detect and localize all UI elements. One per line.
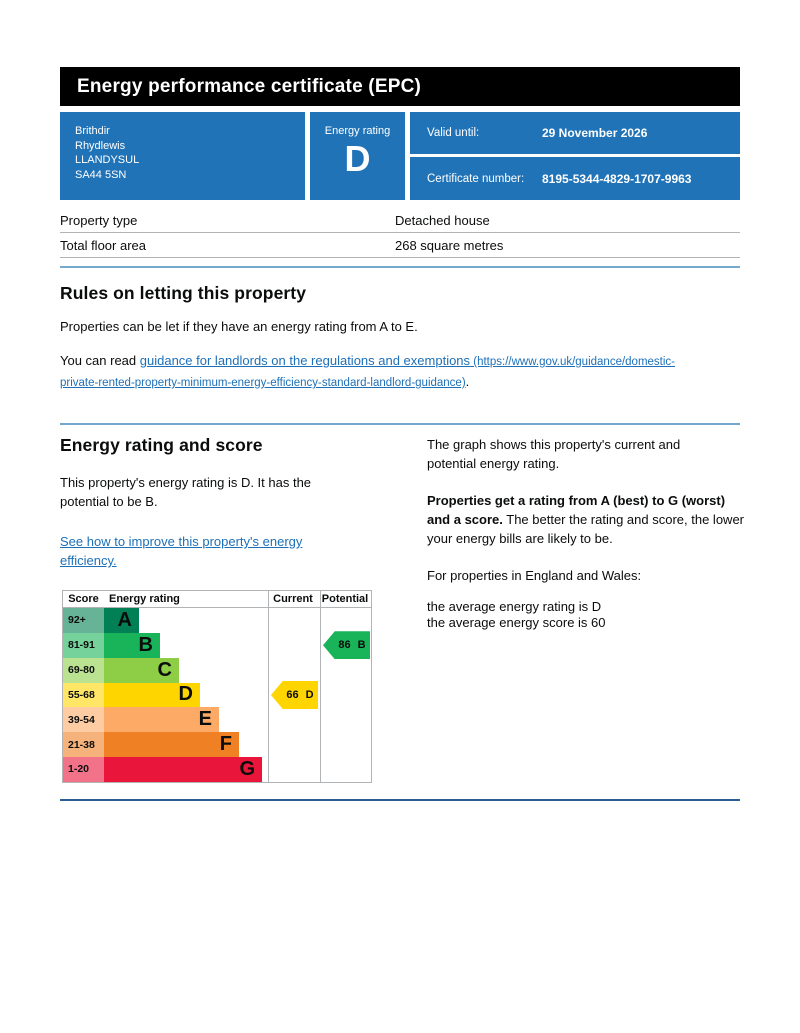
certificate-number-label: Certificate number: bbox=[427, 172, 525, 185]
header-bar: Energy performance certificate (EPC) bbox=[60, 67, 740, 106]
landlord-guidance-link-url: (https://www.gov.uk/guidance/domestic-pr… bbox=[60, 356, 676, 389]
arrow-score: 66 bbox=[286, 689, 299, 701]
rating-header: Energy rating bbox=[109, 593, 180, 605]
band-score-cell: 55-68 bbox=[63, 682, 104, 708]
section-divider bbox=[60, 799, 740, 801]
table-row: Total floor area 268 square metres bbox=[60, 233, 740, 258]
address-line: Rhydlewis bbox=[75, 139, 126, 152]
chart-header: Score Energy rating Current Potential bbox=[63, 591, 371, 608]
band-bar: D bbox=[104, 682, 200, 708]
valid-until-label: Valid until: bbox=[427, 127, 480, 139]
address-line: SA44 5SN bbox=[75, 168, 127, 181]
rating-explanation: Properties get a rating from A (best) to… bbox=[427, 491, 749, 548]
section-divider bbox=[60, 423, 740, 425]
address-line: Brithdir bbox=[75, 125, 110, 137]
england-wales-text: For properties in England and Wales: bbox=[427, 568, 642, 583]
rules-paragraph: Properties can be let if they have an en… bbox=[60, 319, 418, 334]
average-rating-line: the average energy rating is D bbox=[427, 599, 602, 614]
landlord-guidance-link[interactable]: guidance for landlords on the regulation… bbox=[60, 353, 675, 389]
current-rating-arrow: 66 D bbox=[271, 681, 318, 709]
energy-rating-box: Energy rating D bbox=[310, 112, 405, 200]
band-bar: A bbox=[104, 608, 139, 633]
address-line: LLANDYSUL bbox=[75, 154, 140, 166]
band-score-cell: 81-91 bbox=[63, 632, 104, 658]
epc-band-row: 21-38 F bbox=[63, 732, 371, 758]
arrow-letter: B bbox=[357, 639, 366, 652]
potential-rating-arrow: 86 B bbox=[323, 631, 370, 660]
band-score-cell: 1-20 bbox=[63, 757, 104, 782]
arrow-letter: D bbox=[305, 689, 314, 701]
rating-paragraph: This property's energy rating is D. It h… bbox=[60, 475, 312, 509]
epc-chart: Score Energy rating Current Potential 92… bbox=[62, 590, 372, 783]
address-box: Brithdir Rhydlewis LLANDYSUL SA44 5SN bbox=[60, 112, 305, 200]
epc-band-rows: 92+ A 81-91 B 69-80 C 55-68 D 39-54 E 21-38 F 1-20 G bbox=[63, 608, 371, 782]
band-score-cell: 21-38 bbox=[63, 732, 104, 758]
certificate-number-value: 8195-5344-4829-1707-9963 bbox=[542, 171, 692, 186]
current-header: Current bbox=[273, 593, 313, 605]
valid-until-value: 29 November 2026 bbox=[542, 126, 648, 140]
graph-description: The graph shows this property's current … bbox=[427, 437, 681, 471]
potential-column-divider bbox=[320, 591, 321, 782]
rules-paragraph-suffix: . bbox=[465, 374, 470, 389]
band-bar: F bbox=[104, 732, 239, 758]
improve-efficiency-link[interactable]: See how to improve this property's energ… bbox=[60, 534, 303, 568]
landlord-guidance-link-text: guidance for landlords on the regulation… bbox=[139, 353, 471, 368]
certificate-number-row: Certificate number: 8195-5344-4829-1707-… bbox=[410, 157, 740, 200]
epc-band-row: 1-20 G bbox=[63, 757, 371, 782]
epc-band-row: 69-80 C bbox=[63, 657, 371, 683]
average-score-line: the average energy score is 60 bbox=[427, 615, 606, 630]
table-row: Property type Detached house bbox=[60, 208, 740, 233]
epc-band-row: 81-91 B bbox=[63, 632, 371, 658]
rules-heading: Rules on letting this property bbox=[60, 283, 307, 303]
band-score-cell: 92+ bbox=[63, 608, 104, 633]
rules-paragraph-prefix: You can read bbox=[60, 353, 140, 368]
epc-band-row: 39-54 E bbox=[63, 707, 371, 733]
section-divider bbox=[60, 266, 740, 268]
valid-until-row: Valid until: 29 November 2026 bbox=[410, 112, 740, 154]
row-label: Property type bbox=[60, 212, 138, 228]
band-bar: C bbox=[104, 657, 179, 683]
potential-header: Potential bbox=[321, 593, 369, 605]
rules-paragraph: You can read guidance for landlords on t… bbox=[60, 351, 708, 393]
band-score-cell: 69-80 bbox=[63, 657, 104, 683]
rating-heading: Energy rating and score bbox=[60, 435, 263, 455]
row-label: Total floor area bbox=[60, 237, 146, 253]
band-bar: B bbox=[104, 632, 160, 658]
score-header: Score bbox=[68, 593, 99, 605]
band-score-cell: 39-54 bbox=[63, 707, 104, 733]
epc-band-row: 55-68 D bbox=[63, 682, 371, 708]
band-bar: G bbox=[104, 757, 262, 782]
row-value: 268 square metres bbox=[395, 237, 504, 253]
rating-explanation-bold: Properties get a rating from A (best) to… bbox=[427, 493, 726, 527]
rating-explanation-rest: The better the rating and score, the low… bbox=[427, 512, 744, 546]
row-value: Detached house bbox=[395, 212, 490, 228]
arrow-score: 86 bbox=[338, 639, 351, 652]
current-column-divider bbox=[268, 591, 269, 782]
epc-band-row: 92+ A bbox=[63, 608, 371, 633]
page-title: Energy performance certificate (EPC) bbox=[77, 75, 422, 97]
band-bar: E bbox=[104, 707, 219, 733]
energy-rating-label: Energy rating bbox=[324, 125, 391, 137]
energy-rating-value: D bbox=[344, 138, 371, 179]
